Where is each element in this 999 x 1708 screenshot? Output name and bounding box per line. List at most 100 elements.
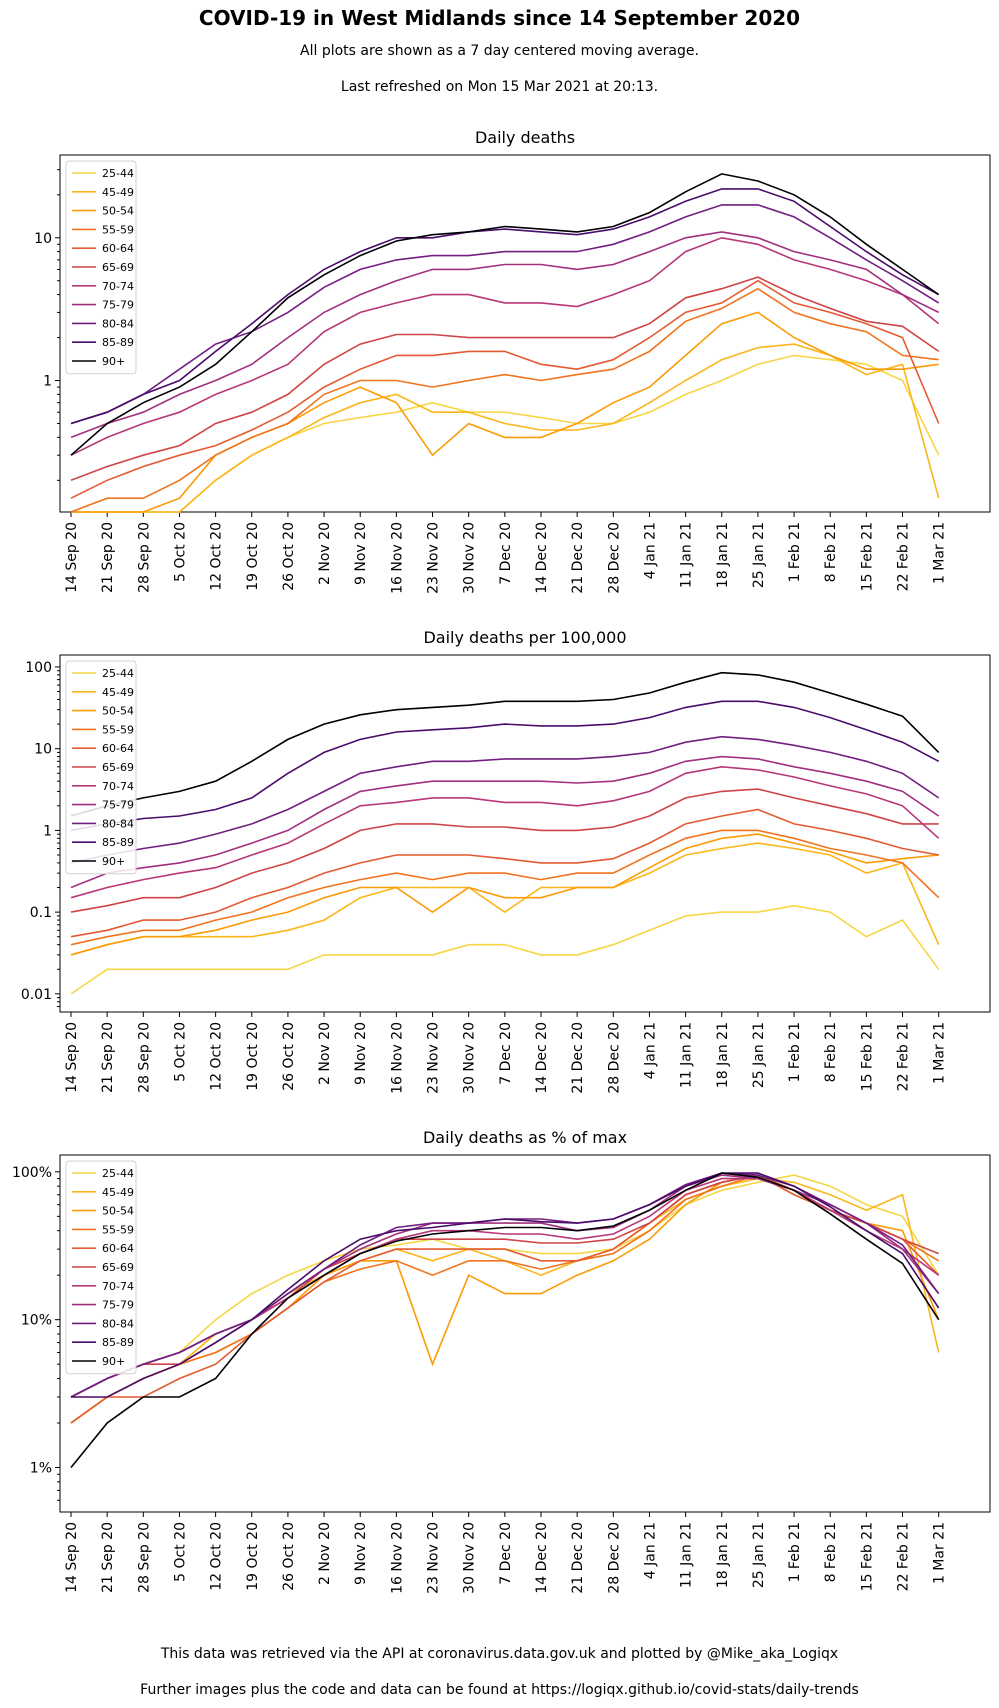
x-tick-label: 28 Dec 20 [606, 1522, 622, 1594]
series-line-90 [70, 173, 940, 456]
x-tick-label: 7 Dec 20 [498, 1522, 514, 1585]
legend-label-75-79: 75-79 [102, 1299, 134, 1312]
legend-label-65-69: 65-69 [102, 261, 134, 274]
x-tick-label: 25 Jan 21 [751, 1522, 767, 1588]
x-tick-label: 9 Nov 20 [353, 1522, 369, 1585]
x-tick-label: 9 Nov 20 [353, 522, 369, 585]
x-tick-label: 8 Feb 21 [823, 522, 839, 582]
x-tick-label: 14 Sep 20 [64, 1022, 80, 1093]
x-tick-label: 28 Sep 20 [136, 522, 152, 593]
x-tick-label: 26 Oct 20 [281, 1522, 297, 1591]
footer-link-text: Further images plus the code and data ca… [140, 1682, 859, 1698]
x-tick-label: 28 Sep 20 [136, 1522, 152, 1593]
legend-label-65-69: 65-69 [102, 761, 134, 774]
legend-label-70-74: 70-74 [102, 1280, 134, 1293]
series-line-80-84 [70, 1172, 940, 1398]
x-tick-label: 19 Oct 20 [245, 1022, 261, 1091]
x-tick-label: 9 Nov 20 [353, 1022, 369, 1085]
legend-label-80-84: 80-84 [102, 1317, 134, 1330]
x-tick-label: 19 Oct 20 [245, 522, 261, 591]
x-tick-label: 22 Feb 21 [896, 1022, 912, 1091]
x-tick-label: 18 Jan 21 [715, 522, 731, 588]
series-line-80-84 [70, 204, 940, 425]
legend-box [65, 1160, 137, 1375]
x-tick-label: 26 Oct 20 [281, 1022, 297, 1091]
legend-label-25-44: 25-44 [102, 667, 134, 680]
series-line-45-49 [70, 842, 940, 956]
legend-label-85-89: 85-89 [102, 336, 134, 349]
y-tick-label: 10 [34, 742, 52, 758]
legend-box [65, 660, 137, 875]
legend-label-50-54: 50-54 [102, 1205, 134, 1218]
legend-label-45-49: 45-49 [102, 1186, 134, 1199]
legend-label-50-54: 50-54 [102, 705, 134, 718]
legend-label-90: 90+ [102, 855, 125, 868]
footer-source-text: This data was retrieved via the API at c… [160, 1646, 839, 1662]
legend-label-25-44: 25-44 [102, 167, 134, 180]
chart-title: Daily deaths as % of max [423, 1128, 627, 1147]
legend-label-85-89: 85-89 [102, 836, 134, 849]
chart-title: Daily deaths per 100,000 [423, 628, 626, 647]
x-tick-label: 15 Feb 21 [859, 1022, 875, 1091]
series-line-65-69 [70, 276, 940, 482]
x-tick-label: 4 Jan 21 [642, 1022, 658, 1079]
x-tick-label: 12 Oct 20 [209, 1522, 225, 1591]
x-tick-label: 23 Nov 20 [426, 1522, 442, 1594]
x-tick-label: 1 Feb 21 [787, 1522, 803, 1582]
x-tick-label: 28 Dec 20 [606, 1022, 622, 1094]
series-line-75-79 [70, 1174, 940, 1398]
daily-deaths-chart: Daily deaths 1 10 14 Sep 20 21 Sep 20 28 Sep … [34, 128, 991, 594]
legend-label-45-49: 45-49 [102, 686, 134, 699]
legend-label-25-44: 25-44 [102, 1167, 134, 1180]
series-line-75-79 [70, 755, 940, 889]
y-tick-label: 0.1 [30, 905, 52, 921]
x-tick-label: 1 Feb 21 [787, 522, 803, 582]
legend-label-55-59: 55-59 [102, 223, 134, 236]
x-tick-label: 2 Nov 20 [317, 1522, 333, 1585]
x-tick-label: 28 Sep 20 [136, 1022, 152, 1093]
legend-label-50-54: 50-54 [102, 205, 134, 218]
y-tick-label: 100 [25, 660, 52, 676]
series-line-70-74 [70, 1177, 940, 1398]
subtitle: All plots are shown as a 7 day centered … [300, 43, 699, 59]
x-tick-label: 22 Feb 21 [896, 522, 912, 591]
x-tick-label: 25 Jan 21 [751, 522, 767, 588]
legend-label-60-64: 60-64 [102, 1242, 134, 1255]
series-line-70-74 [70, 765, 940, 899]
legend-label-55-59: 55-59 [102, 1223, 134, 1236]
x-tick-label: 2 Nov 20 [317, 522, 333, 585]
x-tick-label: 5 Oct 20 [172, 522, 188, 582]
x-tick-label: 11 Jan 21 [679, 1022, 695, 1088]
x-tick-label: 7 Dec 20 [498, 522, 514, 585]
x-tick-label: 21 Dec 20 [570, 522, 586, 594]
series-line-90 [70, 671, 940, 817]
legend-label-60-64: 60-64 [102, 742, 134, 755]
series-line-25-44 [70, 1174, 940, 1398]
x-tick-label: 8 Feb 21 [823, 1522, 839, 1582]
x-tick-label: 15 Feb 21 [859, 522, 875, 591]
daily-deaths-per-100k-chart: Daily deaths per 100,000 0.01 0.1 1 10 100 14 … [21, 628, 991, 1094]
x-tick-label: 16 Nov 20 [389, 1522, 405, 1594]
x-tick-label: 21 Sep 20 [100, 522, 116, 593]
chart-title: Daily deaths [475, 128, 575, 147]
x-tick-label: 8 Feb 21 [823, 1022, 839, 1082]
series-line-70-74 [70, 236, 940, 456]
legend-box [65, 160, 137, 375]
x-tick-label: 15 Feb 21 [859, 1522, 875, 1591]
series-line-75-79 [70, 231, 940, 439]
legend-label-75-79: 75-79 [102, 799, 134, 812]
legend-label-80-84: 80-84 [102, 817, 134, 830]
x-tick-label: 1 Mar 21 [932, 1022, 948, 1084]
series-line-65-69 [70, 788, 939, 913]
main-title: COVID-19 in West Midlands since 14 Septe… [198, 6, 801, 30]
series-line-25-44 [70, 904, 940, 995]
legend-label-80-84: 80-84 [102, 317, 134, 330]
plot-frame [59, 654, 991, 1013]
x-tick-label: 23 Nov 20 [426, 522, 442, 594]
series-line-60-64 [70, 1174, 940, 1424]
x-tick-label: 26 Oct 20 [281, 522, 297, 591]
series-line-55-59 [70, 829, 940, 946]
legend-label-70-74: 70-74 [102, 280, 134, 293]
x-tick-label: 21 Dec 20 [570, 1022, 586, 1094]
x-tick-label: 14 Dec 20 [534, 1022, 550, 1094]
